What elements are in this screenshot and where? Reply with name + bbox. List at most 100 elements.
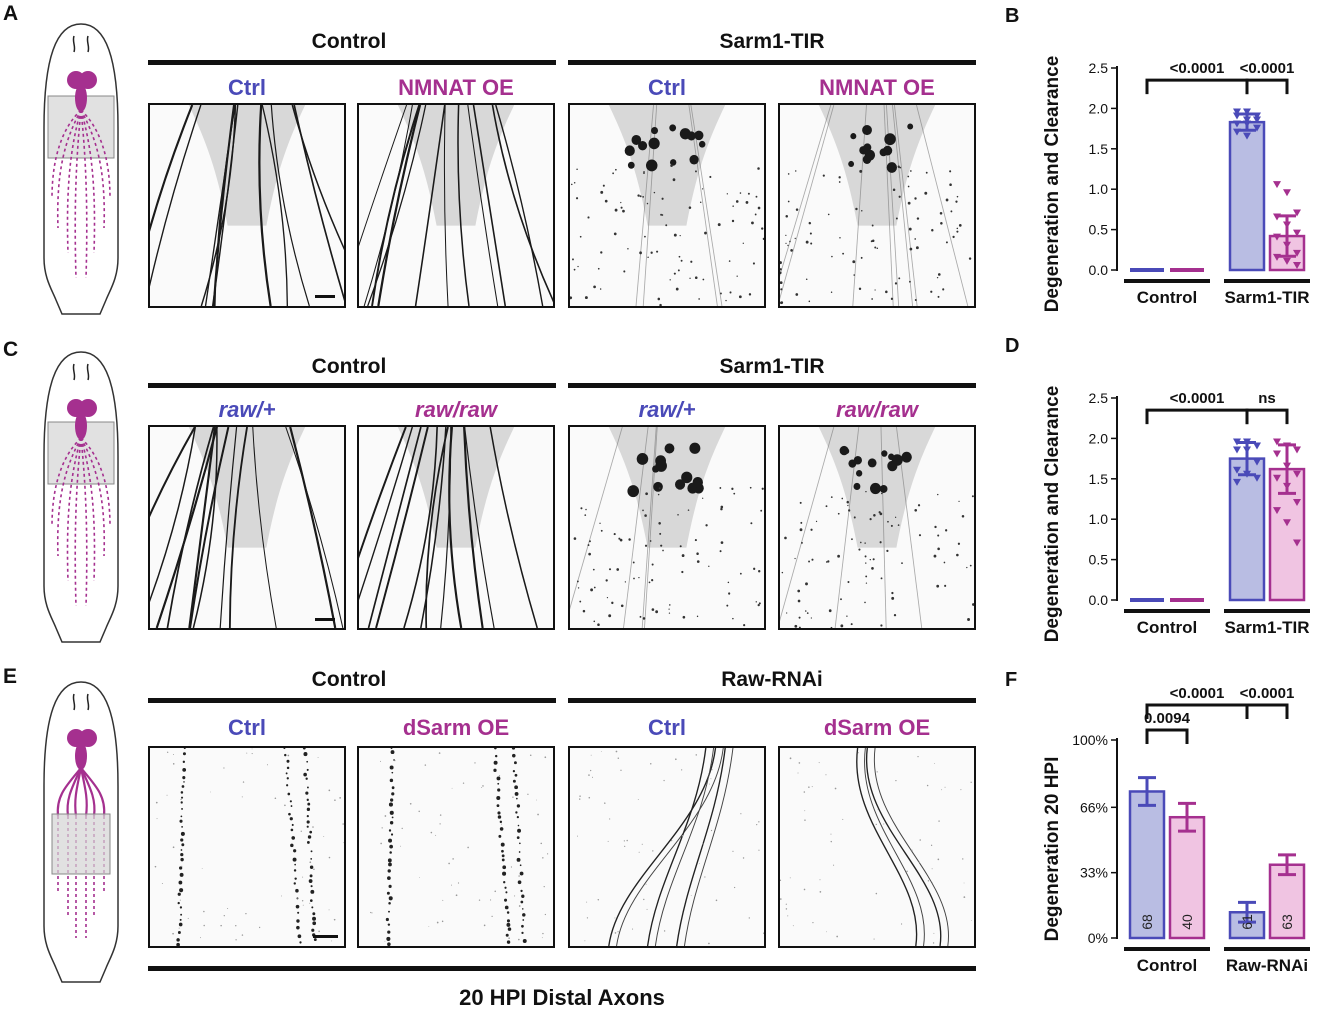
debris: [847, 580, 850, 584]
axon-fragment: [390, 833, 394, 836]
speckle: [626, 839, 628, 842]
debris: [619, 538, 623, 542]
debris: [907, 201, 911, 205]
micrograph-e1: [148, 746, 346, 948]
debris: [799, 501, 802, 504]
debris: [972, 603, 974, 606]
panel-letter-e: E: [3, 665, 18, 688]
debris: [628, 487, 631, 490]
axon-fragment: [512, 770, 516, 773]
axon-fragment: [287, 792, 291, 796]
axon: [189, 427, 230, 628]
axon-fragment: [512, 779, 516, 783]
speckle: [708, 942, 710, 945]
speckle: [514, 895, 516, 897]
bar: [1168, 815, 1206, 940]
neuron-cell-body: [692, 476, 703, 488]
speckle: [962, 858, 964, 860]
data-point: [1253, 458, 1261, 466]
speckle: [333, 918, 336, 921]
debris: [830, 291, 833, 294]
axon-fragment: [179, 906, 183, 909]
significance-bracket: [1145, 408, 1249, 425]
debris: [720, 292, 722, 295]
debris: [805, 240, 809, 244]
group-bar-control-c: [148, 383, 556, 388]
axon: [166, 427, 215, 628]
speckle: [792, 925, 794, 927]
axon-fragment: [514, 761, 517, 765]
debris: [650, 251, 653, 254]
debris: [702, 497, 704, 499]
debris: [733, 492, 736, 495]
axon: [780, 105, 832, 277]
debris: [748, 293, 752, 296]
debris: [704, 231, 707, 235]
axon-fragment: [501, 849, 504, 853]
speckle: [938, 820, 940, 822]
speckle: [620, 769, 622, 771]
speckle: [227, 907, 229, 910]
sub-label-a1: Ctrl: [228, 75, 266, 100]
debris: [785, 234, 787, 237]
debris: [806, 612, 809, 614]
axon: [864, 748, 925, 946]
debris: [573, 537, 577, 540]
axon: [270, 105, 310, 306]
speckle: [919, 839, 921, 841]
group-bracket: [1124, 947, 1210, 951]
scale-bar-e: [313, 935, 338, 938]
speckle: [274, 797, 277, 800]
debris: [955, 200, 958, 203]
axon-fragment: [521, 908, 524, 910]
debris: [958, 224, 962, 227]
axon-fragment: [389, 810, 394, 815]
axon: [150, 427, 196, 518]
debris: [825, 505, 828, 508]
speckle: [780, 898, 782, 900]
group-bar-treatment-a: [568, 60, 976, 65]
debris: [752, 262, 755, 265]
sub-label-c2: raw/raw: [415, 397, 497, 422]
axon-fragment: [286, 766, 290, 770]
debris: [798, 616, 801, 619]
speckle: [937, 858, 940, 861]
y-tick-label: 0%: [1088, 930, 1108, 946]
speckle: [819, 891, 822, 893]
debris: [815, 520, 818, 523]
data-point: [1253, 116, 1261, 124]
debris: [830, 496, 833, 498]
speckle: [155, 801, 158, 804]
axon-fragment: [176, 938, 180, 942]
axon: [467, 105, 499, 306]
speckle: [161, 882, 163, 885]
axon: [491, 105, 553, 303]
speckle: [933, 932, 935, 934]
axon: [780, 427, 835, 622]
speckle: [834, 787, 837, 790]
debris: [639, 615, 642, 618]
debris: [725, 299, 727, 302]
debris: [822, 174, 825, 177]
axon-fragment: [292, 857, 297, 862]
debris: [593, 620, 596, 623]
axon-fragment: [390, 750, 395, 755]
axon: [683, 748, 734, 946]
speckle: [609, 818, 611, 820]
debris: [937, 547, 940, 551]
sub-label-a2: NMNAT OE: [398, 75, 514, 100]
chart-f: F 0% 33% 66% 100% Degeneration 20 HPI 68 40 61 63…: [1000, 660, 1325, 1010]
neuron-cell-body: [863, 143, 872, 152]
y-tick-label: 0.5: [1089, 222, 1109, 238]
debris: [780, 301, 784, 305]
data-point: [1283, 257, 1291, 265]
micrograph-a3: [568, 103, 766, 308]
axon-fragment: [309, 874, 313, 878]
axon: [472, 105, 507, 306]
neuron-cell-body: [848, 160, 855, 168]
debris: [701, 188, 704, 190]
debris: [623, 270, 626, 273]
axon-fragment: [522, 913, 526, 917]
speckle: [438, 752, 441, 754]
axon: [623, 427, 649, 628]
